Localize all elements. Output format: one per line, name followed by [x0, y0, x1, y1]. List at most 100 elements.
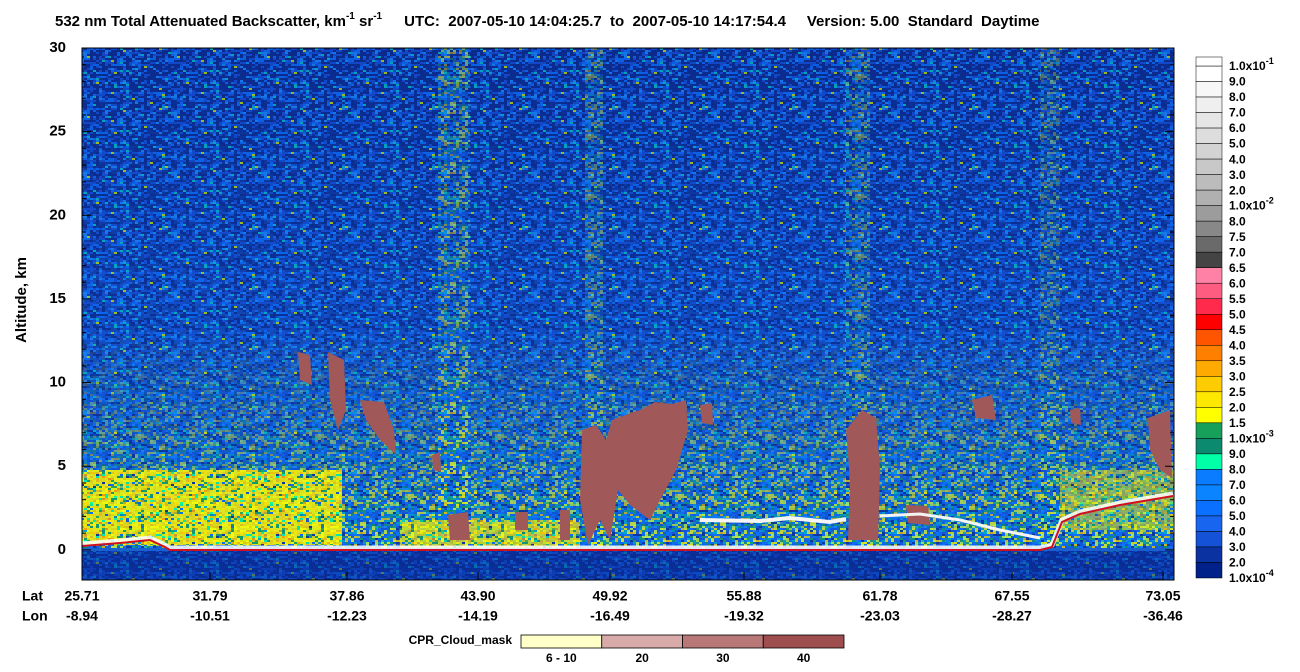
colorbar-cell — [1195, 112, 1223, 129]
x-tick-label: -16.49 — [590, 608, 630, 624]
colorbar-label-exponent: -2 — [1266, 196, 1274, 206]
cloud-mask-regions — [298, 352, 1172, 545]
colorbar-cell — [1195, 174, 1223, 191]
cloud-mask-legend: 6 - 10 20 30 40 — [520, 634, 845, 665]
x-tick-label: 49.92 — [592, 588, 627, 604]
colorbar-label: 1.0x10-2 — [1229, 196, 1274, 213]
colorbar-cell — [1195, 189, 1223, 206]
colorbar-cell — [1195, 158, 1223, 175]
colorbar-label: 7.0 — [1229, 478, 1246, 492]
y-tick-label: 20 — [49, 206, 66, 223]
colorbar-cell — [1195, 484, 1223, 501]
colorbar-label: 3.5 — [1229, 354, 1246, 368]
cloud-mask-label: 20 — [635, 651, 649, 665]
x-tick-label: 61.78 — [862, 588, 897, 604]
colorbar-cell — [1195, 469, 1223, 486]
colorbar-cell — [1195, 422, 1223, 439]
colorbar-cell — [1195, 96, 1223, 113]
colorbar-label-exponent: -1 — [1266, 56, 1274, 66]
x-tick-label: 55.88 — [726, 588, 761, 604]
colorbar-cell — [1195, 81, 1223, 98]
x-tick-label: -12.23 — [327, 608, 367, 624]
colorbar-cell — [1195, 376, 1223, 393]
x-tick-label: -36.46 — [1143, 608, 1183, 624]
colorbar-label: 4.5 — [1229, 323, 1246, 337]
y-tick-label: 0 — [58, 541, 66, 558]
colorbar-label: 3.0 — [1229, 168, 1246, 182]
chart-title: 532 nm Total Attenuated Backscatter, km-… — [55, 11, 1039, 30]
colorbar-cell — [1195, 127, 1223, 144]
cloud-top — [699, 515, 847, 525]
surface-return — [81, 491, 1174, 551]
colorbar: 1.0x10-19.08.07.06.05.04.03.02.01.0x10-2… — [1195, 56, 1274, 585]
colorbar-cell — [1195, 453, 1223, 470]
colorbar-label: 4.0 — [1229, 525, 1246, 539]
colorbar-cell — [1195, 313, 1223, 331]
y-tick-label: 15 — [49, 290, 66, 307]
colorbar-label-base: 1.0x10 — [1229, 571, 1266, 585]
x-tick-label: -10.51 — [190, 608, 230, 624]
x-tick-label: 43.90 — [460, 588, 495, 604]
colorbar-cell — [1195, 345, 1223, 362]
colorbar-label: 9.0 — [1229, 75, 1246, 89]
title-exponent: -1 — [373, 11, 382, 22]
y-axis-label: Altitude, km — [13, 257, 30, 343]
colorbar-label-exponent: -3 — [1266, 429, 1274, 439]
colorbar-label: 9.0 — [1229, 447, 1246, 461]
colorbar-label: 6.5 — [1229, 261, 1246, 275]
colorbar-cell — [1195, 562, 1223, 579]
colorbar-cell — [1195, 329, 1223, 346]
colorbar-label: 2.0 — [1229, 556, 1246, 570]
colorbar-label-base: 1.0x10 — [1229, 432, 1266, 446]
colorbar-cell — [1195, 298, 1223, 315]
colorbar-cell — [1195, 531, 1223, 548]
aerosol-layer — [1060, 470, 1174, 530]
colorbar-cell — [1195, 236, 1223, 253]
title-main: 532 nm Total Attenuated Backscatter, km — [55, 13, 346, 30]
y-tick-label: 5 — [58, 457, 66, 474]
streak — [438, 48, 470, 548]
y-tick-label: 30 — [49, 39, 66, 56]
x-tick-label: -28.27 — [992, 608, 1032, 624]
streak — [1040, 48, 1060, 548]
colorbar-cell — [1195, 546, 1223, 563]
x-tick-label: -23.03 — [860, 608, 900, 624]
x-tick-label: -8.94 — [66, 608, 98, 624]
aerosol-layer — [400, 520, 580, 548]
title-exponent: -1 — [346, 11, 355, 22]
colorbar-label: 7.0 — [1229, 245, 1246, 259]
colorbar-label: 1.0x10-3 — [1229, 429, 1274, 446]
colorbar-label: 5.5 — [1229, 292, 1246, 306]
cloud-mask-label: 40 — [797, 651, 811, 665]
colorbar-label: 6.0 — [1229, 276, 1246, 290]
colorbar-cell — [1195, 391, 1223, 408]
x-tick-label: 31.79 — [192, 588, 227, 604]
colorbar-cell — [1195, 500, 1223, 517]
aerosol-layer — [82, 470, 342, 545]
x-tick-label: -14.19 — [458, 608, 498, 624]
colorbar-cell — [1195, 65, 1223, 82]
x-tick-label: 25.71 — [64, 588, 99, 604]
colorbar-label-base: 1.0x10 — [1229, 59, 1266, 73]
colorbar-label: 8.0 — [1229, 90, 1246, 104]
colorbar-label: 2.0 — [1229, 183, 1246, 197]
colorbar-label: 7.5 — [1229, 230, 1246, 244]
title-info: UTC: 2007-05-10 14:04:25.7 to 2007-05-10… — [404, 13, 1039, 30]
x-tick-label: 73.05 — [1145, 588, 1180, 604]
colorbar-label: 7.0 — [1229, 106, 1246, 120]
cloud-mask-swatch — [682, 634, 764, 649]
colorbar-cap — [1195, 56, 1223, 67]
colorbar-label: 1.0x10-1 — [1229, 56, 1274, 73]
colorbar-label: 2.5 — [1229, 385, 1246, 399]
x-row-name: Lon — [22, 608, 48, 624]
colorbar-cell — [1195, 282, 1223, 299]
cloud-mask-title: CPR_Cloud_mask — [409, 633, 513, 647]
colorbar-cell — [1195, 438, 1223, 455]
colorbar-cell — [1195, 407, 1223, 424]
colorbar-label: 5.0 — [1229, 137, 1246, 151]
cloud-mask-label: 6 - 10 — [546, 651, 577, 665]
colorbar-label: 8.0 — [1229, 214, 1246, 228]
colorbar-cell — [1195, 360, 1223, 377]
cloud-mask-swatch — [601, 634, 683, 649]
